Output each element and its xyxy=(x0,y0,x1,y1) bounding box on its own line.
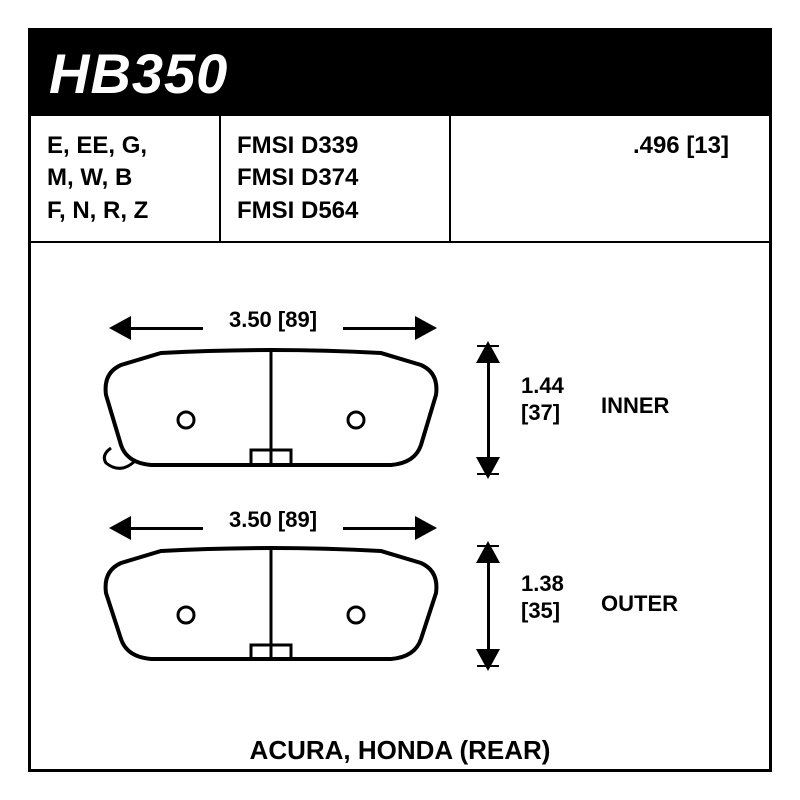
arrow-right-icon xyxy=(415,516,437,540)
inner-pad-group: 3.50 [89] xyxy=(101,313,441,475)
dim-line xyxy=(487,555,490,657)
compounds-col: E, EE, G, M, W, B F, N, R, Z xyxy=(31,116,221,241)
inner-height-label: 1.44 [37] xyxy=(521,373,564,426)
fmsi-line: FMSI D564 xyxy=(237,195,433,227)
inner-label: INNER xyxy=(601,393,669,419)
thickness-value: .496 [13] xyxy=(467,130,729,162)
inner-height-mm: [37] xyxy=(521,400,564,426)
outer-width-label: 3.50 [89] xyxy=(203,507,343,533)
inner-pad-outline xyxy=(101,345,441,475)
compounds-line: E, EE, G, xyxy=(47,130,203,162)
inner-height-in: 1.44 xyxy=(521,373,564,399)
inner-height-dim xyxy=(471,345,507,475)
outer-height-mm: [35] xyxy=(521,598,564,624)
compounds-line: F, N, R, Z xyxy=(47,195,203,227)
application-label: ACURA, HONDA (REAR) xyxy=(31,723,769,784)
outer-pad-outline xyxy=(101,545,441,667)
fmsi-line: FMSI D339 xyxy=(237,130,433,162)
inner-width-dim: 3.50 [89] xyxy=(113,313,433,345)
outer-height-label: 1.38 [35] xyxy=(521,571,564,624)
outer-width-dim: 3.50 [89] xyxy=(113,513,433,545)
compounds-line: M, W, B xyxy=(47,162,203,194)
fmsi-line: FMSI D374 xyxy=(237,162,433,194)
dim-line xyxy=(487,355,490,465)
arrow-right-icon xyxy=(415,316,437,340)
outer-label: OUTER xyxy=(601,591,678,617)
header-bar: HB350 xyxy=(31,31,769,116)
spec-row: E, EE, G, M, W, B F, N, R, Z FMSI D339 F… xyxy=(31,116,769,243)
dim-tick xyxy=(477,473,499,475)
inner-width-label: 3.50 [89] xyxy=(203,307,343,333)
diagram-area: 3.50 [89] 1.44 [ xyxy=(31,243,769,723)
part-number: HB350 xyxy=(49,41,751,106)
outer-height-dim xyxy=(471,545,507,667)
spec-frame: HB350 E, EE, G, M, W, B F, N, R, Z FMSI … xyxy=(28,28,772,772)
arrow-down-icon xyxy=(476,649,500,671)
dim-tick xyxy=(477,665,499,667)
arrow-down-icon xyxy=(476,457,500,479)
fmsi-col: FMSI D339 FMSI D374 FMSI D564 xyxy=(221,116,451,241)
outer-height-in: 1.38 xyxy=(521,571,564,597)
outer-pad-group: 3.50 [89] xyxy=(101,513,441,667)
thickness-col: .496 [13] xyxy=(451,116,769,241)
